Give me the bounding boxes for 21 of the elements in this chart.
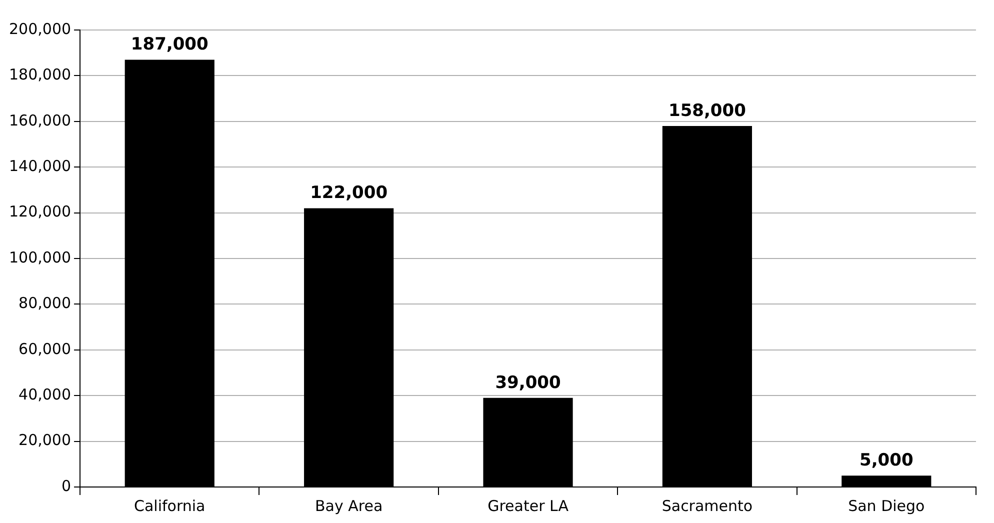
x-tick-label: California xyxy=(134,496,206,515)
y-tick-label: 60,000 xyxy=(18,340,72,358)
y-tick-label: 140,000 xyxy=(9,156,72,175)
y-tick-label: 160,000 xyxy=(9,111,72,130)
data-label: 122,000 xyxy=(310,183,388,204)
y-tick-label: 40,000 xyxy=(18,385,72,404)
y-tick-label: 20,000 xyxy=(18,431,72,450)
y-tick-label: 100,000 xyxy=(9,248,72,266)
y-tick-label: 200,000 xyxy=(9,20,72,38)
data-label: 5,000 xyxy=(860,450,914,470)
data-label: 158,000 xyxy=(668,100,746,121)
y-tick-label: 80,000 xyxy=(18,294,72,312)
x-tick-label: Bay Area xyxy=(314,496,383,515)
x-tick-label: Greater LA xyxy=(488,496,570,515)
y-tick-label: 120,000 xyxy=(9,202,72,221)
x-tick-label: Sacramento xyxy=(662,496,753,515)
y-tick-label: 0 xyxy=(61,476,72,495)
y-tick-label: 180,000 xyxy=(9,66,72,84)
data-label: 187,000 xyxy=(130,34,209,55)
data-label: 39,000 xyxy=(495,372,561,393)
x-tick-label: San Diego xyxy=(848,496,925,515)
